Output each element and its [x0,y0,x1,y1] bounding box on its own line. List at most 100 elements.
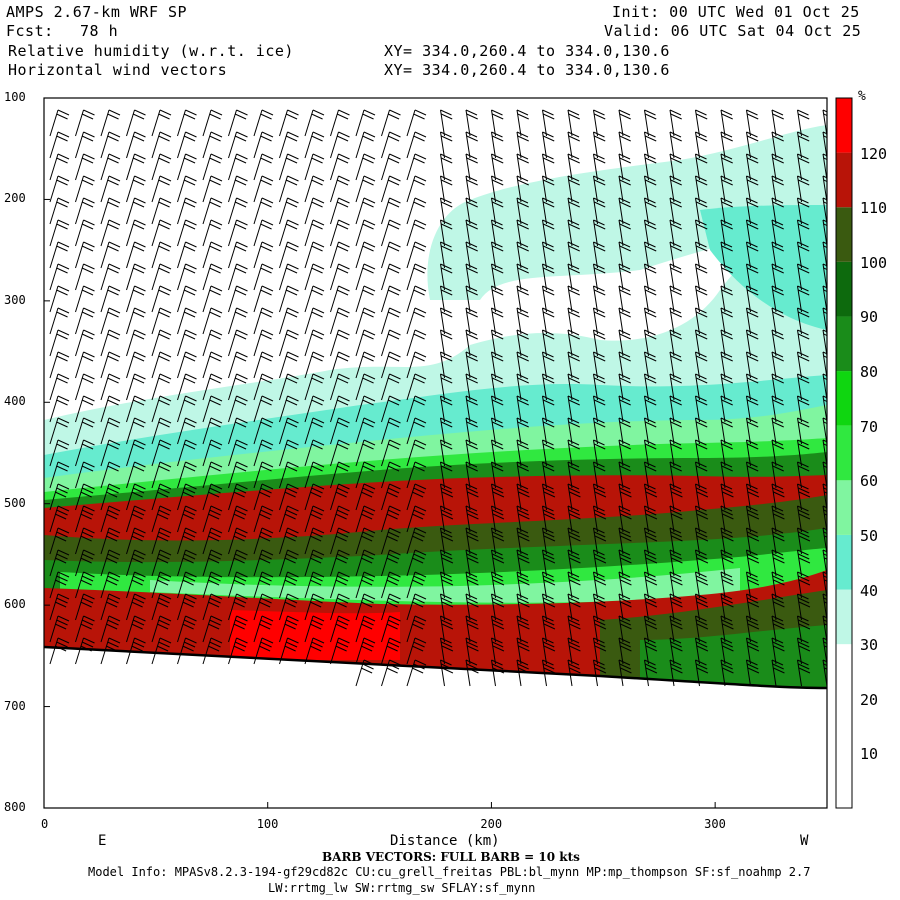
wind-barb [593,263,606,291]
wind-barb [355,659,376,687]
wind-barb [593,373,606,401]
wind-barb [440,395,453,423]
wind-barb [516,505,530,533]
wind-barb [465,285,478,313]
colorbar-segment [836,152,852,208]
wind-barb [465,615,479,643]
wind-barb [465,175,478,203]
wind-barb [618,131,631,159]
colorbar-segment [836,371,852,426]
wind-barb [644,439,657,467]
wind-barb [279,175,299,203]
wind-barb [542,659,556,687]
wind-barb [644,549,658,577]
colorbar-segment [836,98,852,153]
wind-barb [100,153,121,181]
wind-barb [202,637,223,665]
colorbar-segment [836,589,852,645]
wind-barb [440,615,454,643]
wind-barb [126,307,146,335]
wind-barb [228,241,248,269]
wind-barb [669,197,682,225]
wind-barb [669,593,683,621]
wind-barb [100,637,121,665]
wind-barb [669,549,683,577]
wind-barb [355,351,376,379]
wind-barb [279,263,299,291]
wind-barb [644,241,657,269]
wind-barb [669,109,682,137]
wind-barb [669,351,682,379]
wind-barb [491,659,505,687]
wind-barb [720,637,734,665]
wind-barb [381,549,401,577]
wind-barb [593,483,607,511]
wind-barb [381,593,401,621]
wind-barb [406,615,427,643]
wind-barb [593,241,606,269]
wind-barb [304,109,325,137]
wind-barb [126,527,146,555]
wind-barb [465,659,479,687]
wind-barb [720,197,733,225]
wind-barb [253,637,274,665]
wind-barb [746,109,759,137]
wind-barb [253,197,274,225]
wind-barb [202,175,223,203]
wind-barb [177,351,197,379]
wind-barb [151,109,172,137]
wind-barb [202,527,223,555]
wind-barb [330,175,350,203]
wind-barb [440,153,453,181]
wind-barb [567,241,580,269]
wind-barb [720,263,733,291]
wind-barb [202,417,223,445]
wind-barb [253,549,274,577]
wind-barb [406,329,427,357]
wind-barb [151,241,172,269]
wind-barb [406,483,427,511]
wind-barb [465,373,478,401]
wind-barb [253,351,274,379]
wind-barb [279,307,299,335]
wind-barb [126,483,146,511]
wind-barb [695,417,708,445]
colorbar-tick-label: 60 [860,472,879,491]
wind-barb [695,197,708,225]
wind-barb [253,131,274,159]
wind-barb [304,241,325,269]
wind-barb [695,351,708,379]
wind-barb [542,241,555,269]
wind-barb [567,615,581,643]
wind-barb [669,241,682,269]
wind-barb [49,417,70,445]
wind-barb [406,527,427,555]
wind-barb [126,351,146,379]
wind-barb [822,241,827,269]
plot-frame [43,97,828,809]
wind-barb [202,351,223,379]
wind-barb [542,483,556,511]
wind-barb [746,615,760,643]
wind-barb [593,131,606,159]
wind-barb [542,637,556,665]
wind-barb [177,505,197,533]
wind-barb [177,395,197,423]
wind-barb [202,461,223,489]
wind-barb [330,461,350,489]
wind-barb [49,483,70,511]
wind-barb [822,329,827,357]
wind-barb [330,285,350,313]
x-tick-label: 200 [480,817,503,831]
wind-barb [695,615,709,643]
wind-barb [669,505,683,533]
wind-barb [100,483,121,511]
wind-barb [797,461,810,489]
wind-barb [75,637,95,665]
wind-barb [822,197,827,225]
wind-barb [126,593,146,621]
wind-barb [593,659,607,687]
wind-barb [49,571,70,599]
wind-barb [126,395,146,423]
section-coordinates-2: XY= 334.0,260.4 to 334.0,130.6 [384,61,670,79]
